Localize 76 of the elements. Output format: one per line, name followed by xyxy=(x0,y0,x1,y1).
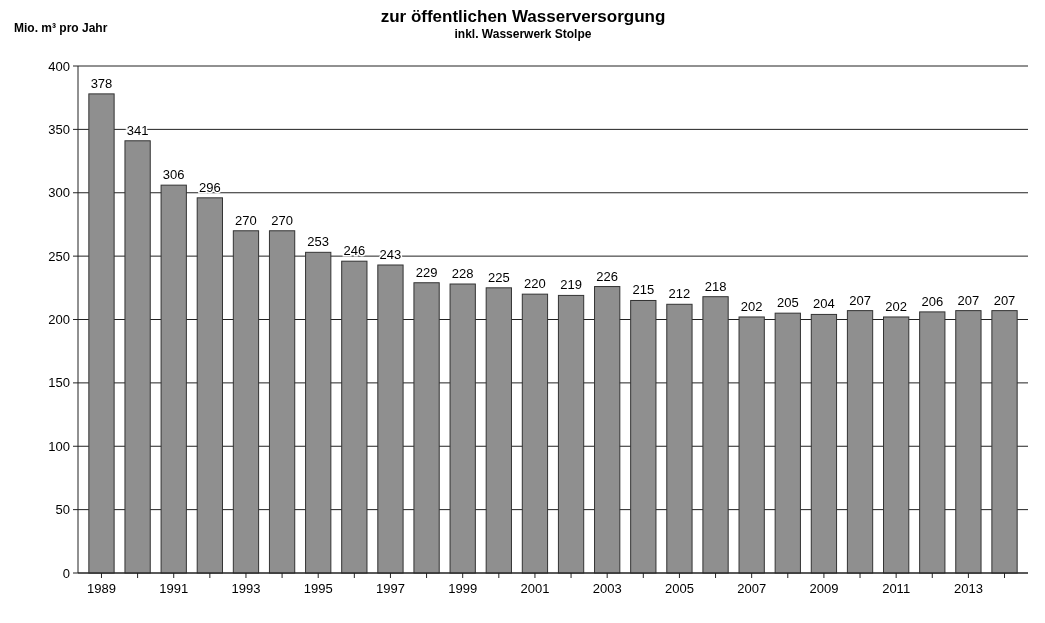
x-tick-label: 2005 xyxy=(664,581,694,596)
bar xyxy=(232,230,260,574)
data-label: 207 xyxy=(957,292,980,308)
x-tick-label: 2001 xyxy=(520,581,550,596)
bar xyxy=(377,264,404,574)
data-label: 204 xyxy=(813,296,835,312)
data-label: 215 xyxy=(632,282,655,298)
bar xyxy=(738,316,765,574)
data-label: 219 xyxy=(560,277,582,293)
bar xyxy=(268,230,296,574)
data-label: 207 xyxy=(849,292,871,308)
data-label: 296 xyxy=(198,179,221,195)
data-label: 243 xyxy=(379,247,402,262)
data-label: 202 xyxy=(740,298,763,314)
data-label: 207 xyxy=(993,292,1016,308)
data-label: 225 xyxy=(487,269,510,285)
y-tick-label: 200 xyxy=(48,312,70,328)
data-label: 229 xyxy=(415,264,438,280)
y-tick-label: 150 xyxy=(48,375,70,391)
x-tick-label: 1991 xyxy=(159,581,189,596)
x-tick-label: 1997 xyxy=(375,581,405,596)
data-label: 218 xyxy=(704,278,727,294)
x-tick-label: 1995 xyxy=(303,581,333,596)
bar xyxy=(810,313,838,574)
bar xyxy=(883,316,910,574)
data-label: 306 xyxy=(162,167,185,183)
bar xyxy=(991,310,1018,574)
bar xyxy=(919,311,946,574)
y-axis-title: Mio. m³ pro Jahr xyxy=(14,21,108,35)
bar xyxy=(124,140,151,574)
y-tick-label: 400 xyxy=(48,58,70,74)
data-label: 212 xyxy=(668,286,691,302)
y-tick-label: 50 xyxy=(55,502,70,518)
bar xyxy=(955,310,982,574)
bar xyxy=(485,287,512,574)
x-tick-label: 2003 xyxy=(592,581,622,596)
bar xyxy=(846,310,874,574)
chart-subtitle: inkl. Wasserwerk Stolpe xyxy=(454,27,592,41)
x-tick-label: 2009 xyxy=(809,581,839,596)
x-tick-label: 1999 xyxy=(448,581,478,596)
data-label: 378 xyxy=(90,75,113,91)
bar xyxy=(594,286,621,574)
data-label: 226 xyxy=(596,268,619,284)
data-label: 205 xyxy=(776,295,799,311)
x-tick-label: 2013 xyxy=(953,581,983,596)
x-tick-label: 1989 xyxy=(87,581,116,596)
bar xyxy=(341,260,368,574)
bar xyxy=(449,283,476,574)
y-tick-label: 0 xyxy=(62,565,70,581)
y-tick-label: 100 xyxy=(48,438,70,454)
data-label: 202 xyxy=(885,298,908,314)
data-label: 220 xyxy=(524,276,546,292)
y-tick-label: 250 xyxy=(48,248,70,264)
bar xyxy=(305,251,332,574)
bar xyxy=(630,299,657,574)
data-label: 270 xyxy=(271,212,293,228)
bar xyxy=(88,93,115,574)
x-tick-label: 2007 xyxy=(737,581,767,596)
data-label: 253 xyxy=(307,234,330,250)
bar xyxy=(413,282,440,574)
data-label: 270 xyxy=(235,212,257,228)
bar xyxy=(666,303,693,574)
bar xyxy=(774,312,801,574)
bar xyxy=(702,296,729,574)
y-tick-label: 300 xyxy=(48,185,70,201)
x-tick-label: 1993 xyxy=(231,581,261,596)
chart-title: zur öffentlichen Wasserversorgung xyxy=(380,7,666,26)
data-label: 206 xyxy=(921,293,944,309)
data-label: 246 xyxy=(343,243,366,259)
bar xyxy=(557,294,585,574)
bar xyxy=(521,293,549,574)
data-label: 228 xyxy=(451,266,474,282)
y-tick-label: 350 xyxy=(48,121,70,137)
bar xyxy=(160,184,187,574)
x-tick-label: 2011 xyxy=(882,581,911,596)
bar xyxy=(196,197,223,574)
